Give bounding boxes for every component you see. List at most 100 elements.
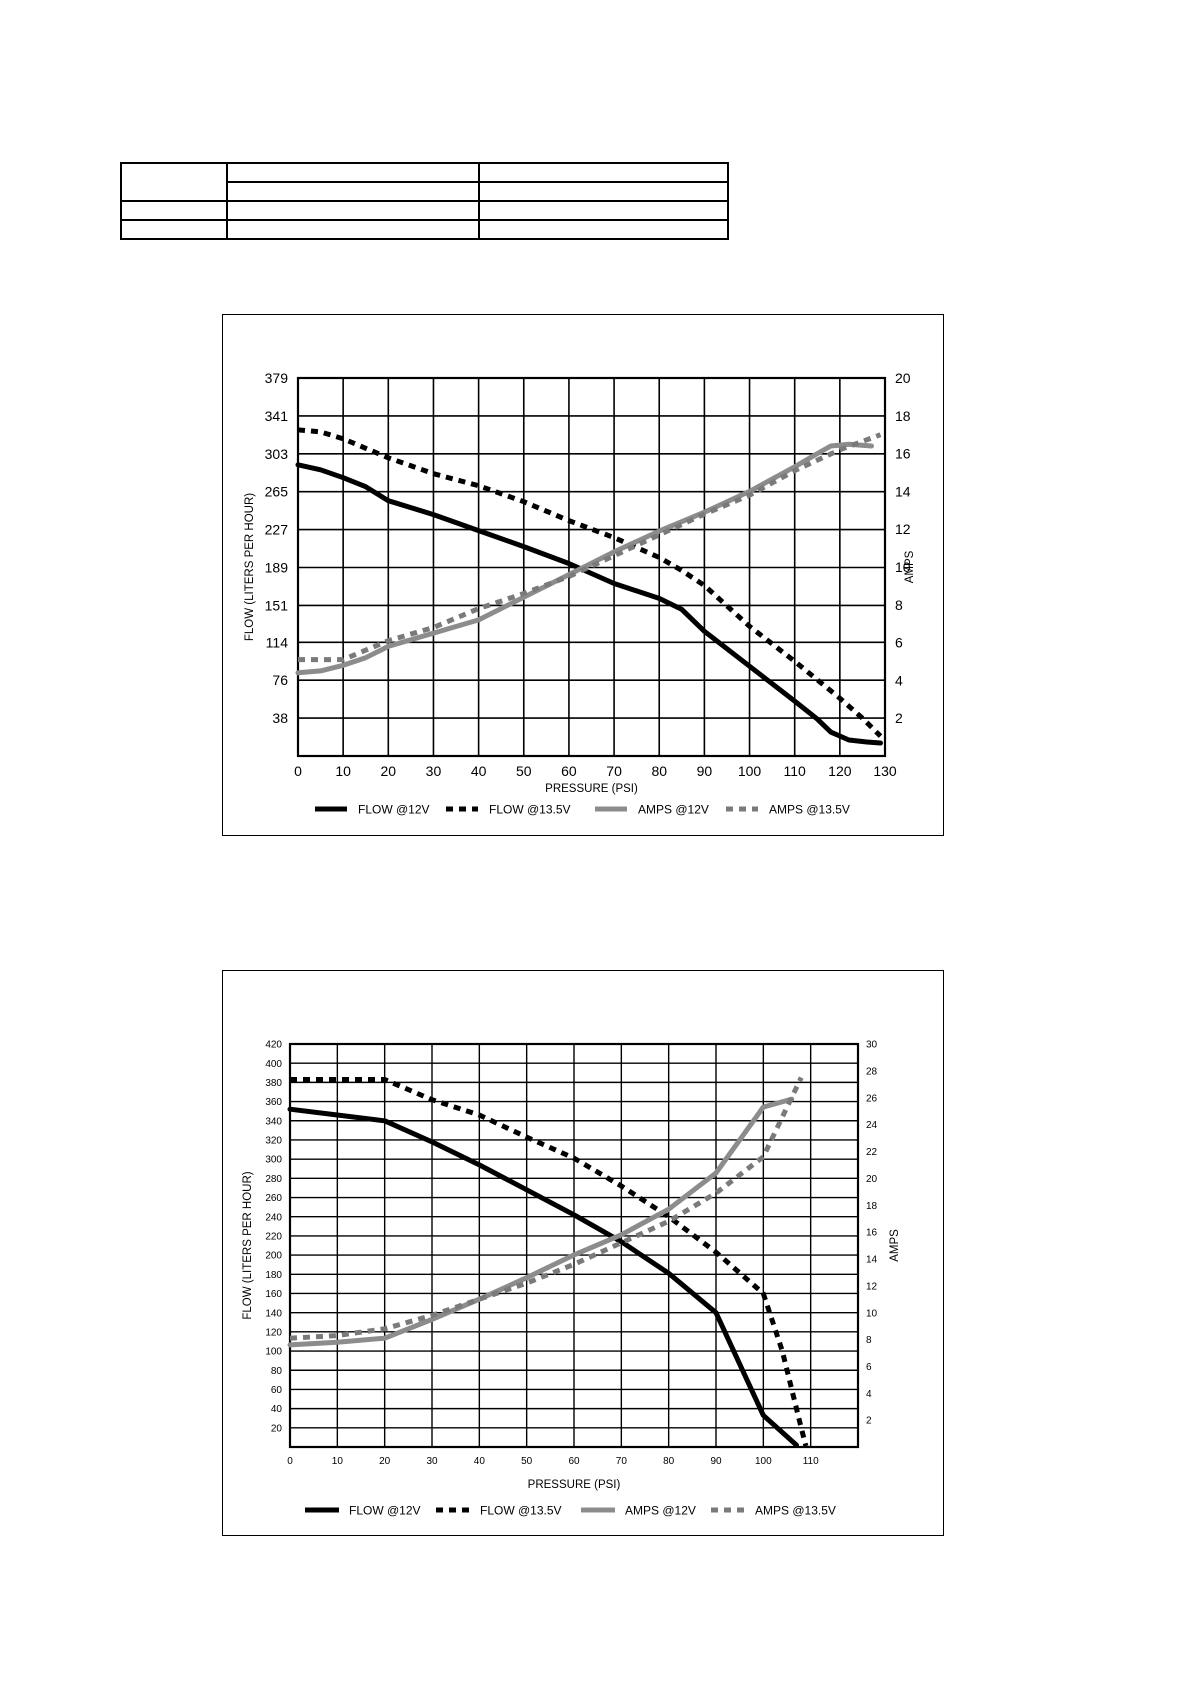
y-tick-label: 300 <box>265 1155 282 1166</box>
x-tick-label: 30 <box>426 1456 438 1467</box>
x-tick-label: 40 <box>474 1456 486 1467</box>
y-tick-label: 60 <box>271 1385 283 1396</box>
x-tick-label: 10 <box>332 1456 344 1467</box>
table-cell <box>226 219 480 240</box>
y2-tick-label: 10 <box>895 559 911 575</box>
y-tick-label: 200 <box>265 1251 282 1262</box>
x-tick-label: 20 <box>379 1456 391 1467</box>
series-line-flow-12v <box>295 462 883 746</box>
x-tick-label: 90 <box>710 1456 722 1467</box>
chart-1-plot: 0 10 20 30 40 50 60 70 80 90 100 110 120 130 38 76 114 15… <box>244 370 916 816</box>
y-tick-label: 400 <box>265 1059 282 1070</box>
x-tick-label: 90 <box>697 763 713 779</box>
x-tick-label: 0 <box>294 763 302 779</box>
x-tick-label: 20 <box>381 763 397 779</box>
table-cell <box>478 181 729 202</box>
y2-tick-label: 18 <box>866 1201 878 1212</box>
legend-label-flow-12v: FLOW @12V <box>349 1503 421 1517</box>
table-cell <box>120 200 228 221</box>
pump-performance-chart-1: 0 10 20 30 40 50 60 70 80 90 100 110 120 130 38 76 114 15… <box>222 314 944 836</box>
table-cell <box>478 200 729 221</box>
x-tick-label: 130 <box>873 763 897 779</box>
table-cell <box>120 219 228 240</box>
table-cell <box>120 162 228 202</box>
x-tick-label: 100 <box>738 763 762 779</box>
table-row <box>121 181 729 202</box>
legend-label-amps-12v: AMPS @12V <box>638 802 709 816</box>
y2-tick-label: 16 <box>895 446 911 462</box>
y-tick-label: 120 <box>265 1327 282 1338</box>
chart-2-plot: 0 10 20 30 40 50 60 70 80 90 100 110 20 40 60 80 100 120 1… <box>242 1040 901 1518</box>
y2-tick-label: 6 <box>866 1362 872 1373</box>
y2-tick-label: 12 <box>866 1281 878 1292</box>
spec-table <box>120 162 729 240</box>
plot-frame <box>296 376 887 758</box>
table-cell <box>226 200 480 221</box>
series-line-amps-12v <box>295 441 874 676</box>
table-cell <box>478 219 729 240</box>
y2-tick-label: 2 <box>895 710 903 726</box>
y-tick-label: 140 <box>265 1308 282 1319</box>
x-tick-label: 120 <box>828 763 852 779</box>
y-tick-label: 280 <box>265 1174 282 1185</box>
y-tick-label: 240 <box>265 1212 282 1223</box>
y-tick-label: 100 <box>265 1347 282 1358</box>
series-line-flow-13-5v <box>297 427 883 738</box>
table-row <box>120 200 729 221</box>
y-tick-label: 180 <box>265 1270 282 1281</box>
x-tick-label: 40 <box>471 763 487 779</box>
y-tick-label: 265 <box>265 484 289 500</box>
y-tick-label: 380 <box>265 1078 282 1089</box>
table-row <box>120 219 729 240</box>
y-tick-label: 20 <box>271 1423 283 1434</box>
y2-tick-label: 22 <box>866 1147 878 1158</box>
legend-label-amps-12v: AMPS @12V <box>625 1503 696 1517</box>
y-tick-label: 76 <box>272 672 288 688</box>
y-tick-label: 220 <box>265 1232 282 1243</box>
x-axis-label: PRESSURE (PSI) <box>528 1479 621 1491</box>
series-line-flow-12v <box>287 1106 799 1448</box>
legend-label-flow-12v: FLOW @12V <box>358 802 430 816</box>
y-tick-label: 151 <box>265 597 289 613</box>
y-tick-label: 379 <box>265 370 289 386</box>
y-tick-label: 340 <box>265 1116 282 1127</box>
table-row <box>120 162 729 202</box>
y2-tick-label: 14 <box>895 483 911 499</box>
y-tick-label: 360 <box>265 1097 282 1108</box>
legend-label-amps-13-5v: AMPS @13.5V <box>769 802 850 816</box>
x-tick-label: 110 <box>803 1456 819 1467</box>
x-tick-label: 80 <box>663 1456 675 1467</box>
x-tick-label: 110 <box>784 763 807 779</box>
y-tick-label: 40 <box>271 1404 283 1415</box>
x-tick-label: 50 <box>521 1456 533 1467</box>
x-tick-label: 10 <box>335 763 351 779</box>
legend-label-flow-13-5v: FLOW @13.5V <box>489 802 571 816</box>
series-line-flow-13-5v <box>290 1077 809 1447</box>
y2-tick-label: 8 <box>895 597 903 613</box>
y2-tick-label: 4 <box>866 1389 872 1400</box>
y-tick-label: 38 <box>272 710 288 726</box>
y2-tick-label: 20 <box>895 370 911 386</box>
x-tick-label: 0 <box>287 1456 293 1467</box>
y2-tick-label: 12 <box>895 521 911 537</box>
y2-tick-label: 30 <box>866 1040 878 1051</box>
series-line-amps-12v <box>287 1096 795 1348</box>
y2-tick-label: 14 <box>866 1255 878 1266</box>
y-axis-label: FLOW (LITERS PER HOUR) <box>242 1171 254 1319</box>
pump-performance-chart-2: 0 10 20 30 40 50 60 70 80 90 100 110 20 40 60 80 100 120 1… <box>222 970 944 1536</box>
legend-label-amps-13-5v: AMPS @13.5V <box>755 1503 836 1517</box>
y-tick-label: 189 <box>265 560 289 576</box>
x-tick-label: 30 <box>426 763 442 779</box>
legend-label-flow-13-5v: FLOW @13.5V <box>480 1503 562 1517</box>
y2-tick-label: 8 <box>866 1335 872 1346</box>
x-tick-label: 100 <box>755 1456 772 1467</box>
x-tick-label: 80 <box>651 763 667 779</box>
y-tick-label: 341 <box>265 408 289 424</box>
y2-axis-label: AMPS <box>889 1229 901 1262</box>
y-tick-label: 80 <box>271 1366 283 1377</box>
y2-tick-label: 20 <box>866 1174 878 1185</box>
table-cell <box>226 162 480 183</box>
y-tick-label: 420 <box>265 1040 282 1051</box>
x-tick-label: 60 <box>561 763 577 779</box>
y2-tick-label: 2 <box>866 1416 872 1427</box>
